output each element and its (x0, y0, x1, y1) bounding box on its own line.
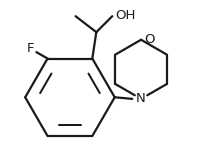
Text: O: O (145, 33, 155, 46)
Text: N: N (136, 92, 146, 105)
Text: OH: OH (116, 9, 136, 22)
Text: F: F (27, 42, 35, 55)
